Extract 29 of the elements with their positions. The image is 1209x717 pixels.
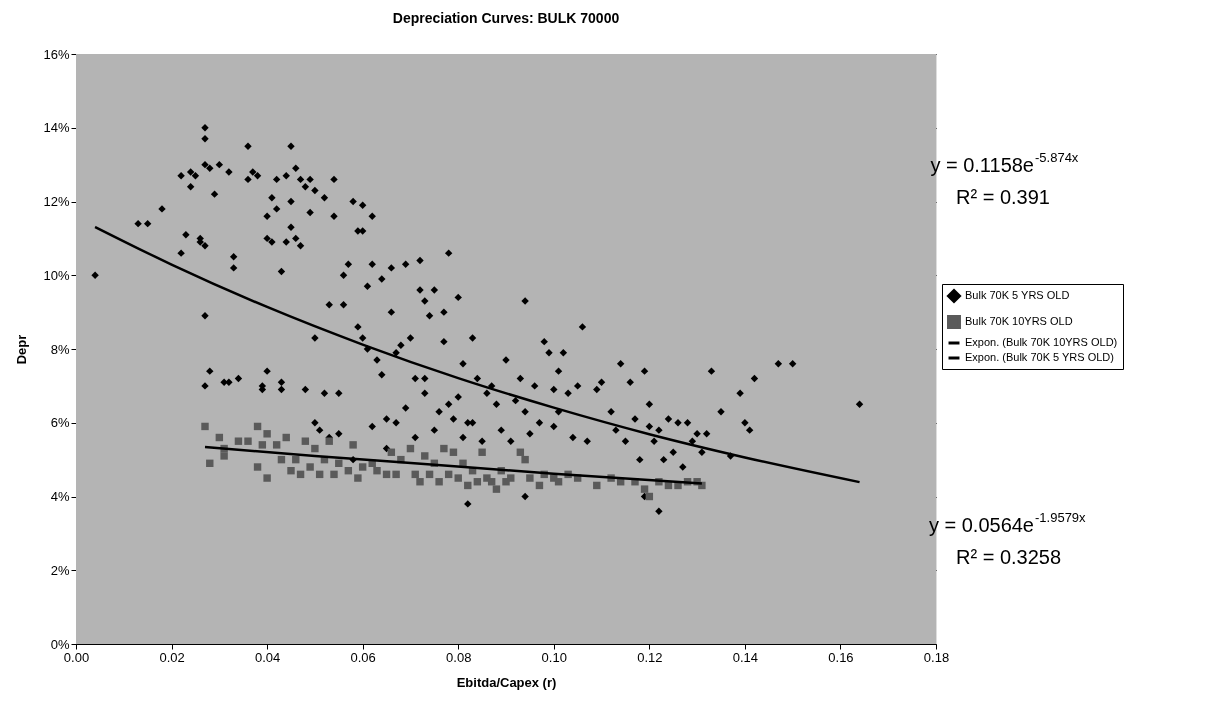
y-tick-label: 14% — [43, 120, 70, 136]
legend-label: Expon. (Bulk 70K 10YRS OLD) — [965, 336, 1118, 348]
x-tick-label: 0.10 — [541, 649, 567, 665]
x-tick-label: 0.14 — [732, 649, 759, 665]
text: R² = 0.3258 — [956, 546, 1062, 569]
y-tick-label: 12% — [43, 194, 70, 209]
x-tick-label: 0.18 — [923, 649, 950, 665]
line-series — [93, 225, 861, 484]
y-tick-label: 10% — [43, 267, 70, 283]
legend-label: Bulk 70K 5 YRS OLD — [965, 289, 1070, 301]
x-tick-label: 0.04 — [254, 649, 281, 665]
x-tick-label: 0.02 — [159, 649, 185, 665]
y-tick-label: 4% — [50, 489, 70, 504]
x-tick-label: 0.00 — [63, 649, 90, 665]
x-tick-label: 0.12 — [637, 649, 663, 665]
y-axis-title: Depr — [14, 334, 30, 365]
x-axis-title: Ebitda/Capex (r) — [456, 674, 557, 690]
y-tick-label: 16% — [43, 46, 70, 62]
chart-title: Depreciation Curves: BULK 70000 — [392, 10, 620, 26]
y-tick-label: 0% — [50, 636, 70, 652]
x-tick-label: 0.16 — [828, 649, 854, 665]
legend-label: Expon. (Bulk 70K 5 YRS OLD) — [965, 351, 1114, 363]
x-tick-label: 0.06 — [350, 649, 376, 665]
legend-label: Bulk 70K 10YRS OLD — [965, 315, 1073, 327]
y-tick-label: 6% — [50, 415, 70, 431]
x-tick-label: 0.08 — [446, 649, 472, 665]
text: R² = 0.391 — [956, 186, 1050, 209]
y-tick-label: 2% — [50, 562, 70, 578]
y-tick-label: 8% — [50, 341, 70, 357]
